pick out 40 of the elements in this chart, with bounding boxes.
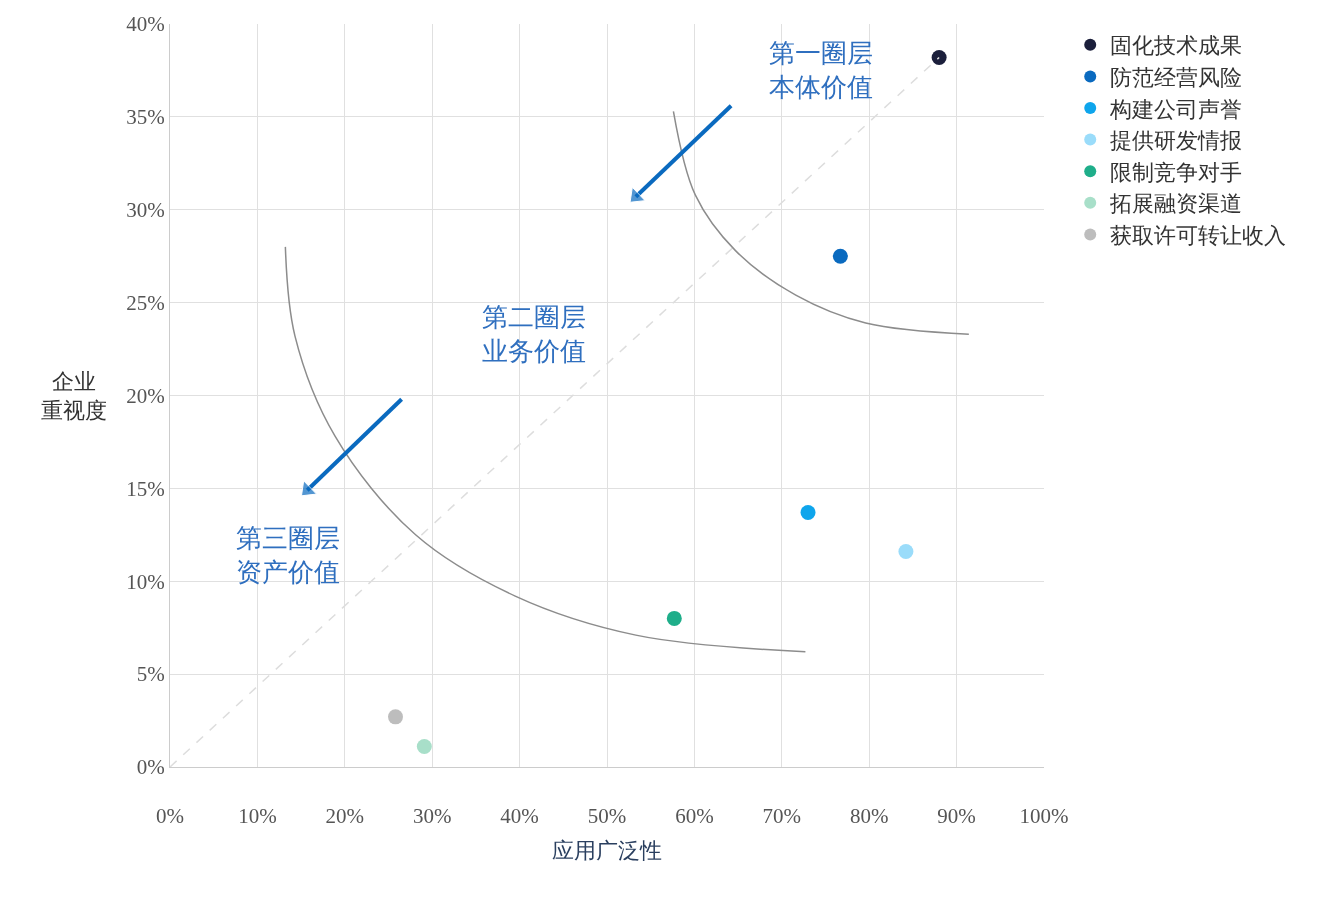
legend-label: 拓展融资渠道 [1109, 191, 1243, 217]
y-tick-label: 40% [126, 12, 165, 37]
x-tick-label: 70% [762, 804, 802, 829]
x-tick-label: 100% [1019, 804, 1069, 829]
legend-label: 防范经营风险 [1110, 64, 1243, 90]
annotation: 第三圈层资产价值 [236, 524, 340, 587]
x-tick-label: 0% [156, 804, 184, 829]
y-tick-label: 25% [126, 290, 165, 315]
legend-label: 获取许可转让收入 [1110, 222, 1287, 248]
annotation: 第二圈层业务价值 [482, 303, 586, 366]
x-tick-label: 30% [412, 804, 452, 829]
x-tick-label: 60% [675, 804, 714, 829]
y-tick-label: 30% [126, 198, 165, 223]
point [931, 49, 947, 65]
x-tick-label: 20% [325, 804, 365, 829]
y-tick-label: 10% [126, 569, 165, 594]
y-tick-label: 5% [136, 662, 165, 687]
point [800, 505, 816, 521]
y-axis-title: 企业重视度 [41, 369, 107, 423]
point [832, 248, 848, 264]
x-tick-label: 10% [238, 804, 277, 829]
point [416, 739, 432, 755]
x-tick-label: 90% [937, 804, 976, 829]
y-tick-label: 35% [126, 105, 165, 130]
x-tick-label: 80% [849, 804, 889, 829]
legend-label: 固化技术成果 [1110, 33, 1243, 59]
x-tick-label: 50% [587, 804, 627, 829]
x-tick-label: 40% [500, 804, 539, 829]
annotation: 第一圈层本体价值 [769, 39, 873, 102]
line-series [672, 110, 970, 335]
legend-label: 构建公司声誉 [1109, 96, 1243, 122]
point [388, 709, 403, 725]
y-tick-label: 20% [126, 383, 165, 408]
y-tick-label: 0% [136, 755, 165, 780]
legend-label: 限制竞争对手 [1110, 159, 1243, 185]
point [898, 544, 914, 560]
point [666, 610, 682, 626]
legend-label: 提供研发情报 [1110, 128, 1243, 154]
y-tick-label: 15% [126, 476, 165, 501]
x-axis-title: 应用广泛性 [552, 838, 662, 864]
